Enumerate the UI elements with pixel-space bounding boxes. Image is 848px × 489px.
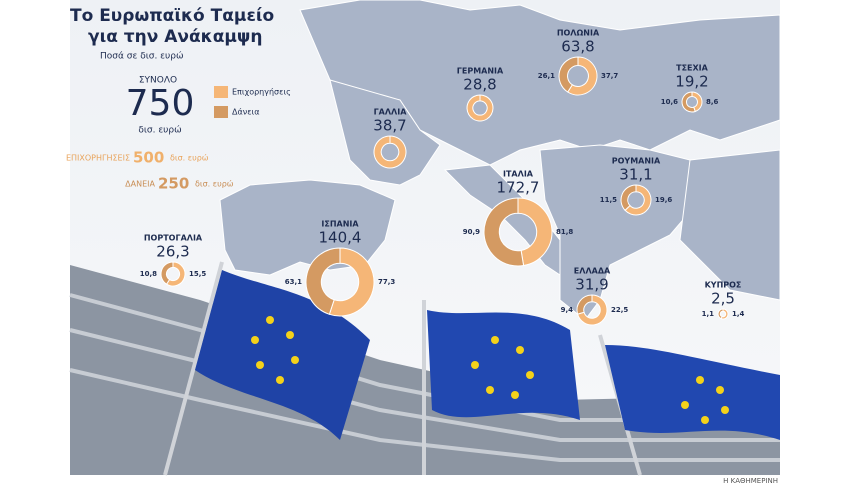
country-name: ΚΥΠΡΟΣ xyxy=(705,281,742,290)
country-name: ΠΟΛΩΝΙΑ xyxy=(557,29,600,38)
title-line-2: για την Ανάκαμψη xyxy=(88,27,263,47)
loans-unit: δισ. ευρώ xyxy=(195,179,234,189)
donut-segment xyxy=(576,294,593,315)
country-total: 19,2 xyxy=(675,73,708,91)
country-name: ΓΑΛΛΙΑ xyxy=(374,108,408,117)
segment-label: 90,9 xyxy=(463,228,480,236)
country-total: 172,7 xyxy=(497,179,540,197)
segment-label: 63,1 xyxy=(285,278,302,286)
segment-label: 81,8 xyxy=(556,228,573,236)
legend-swatch xyxy=(214,106,228,118)
country-total: 31,1 xyxy=(619,166,652,184)
total-unit: δισ. ευρώ xyxy=(138,125,181,136)
donut-segment xyxy=(466,94,494,122)
loans-label: ΔΑΝΕΙΑ xyxy=(125,180,155,189)
country-total: 38,7 xyxy=(373,117,406,135)
donut-segment xyxy=(558,56,579,93)
segment-label: 10,6 xyxy=(661,98,678,106)
country-name: ΠΟΡΤΟΓΑΛΙΑ xyxy=(144,234,203,243)
segment-label: 1,1 xyxy=(702,310,715,318)
subtitle: Ποσά σε δισ. ευρώ xyxy=(100,51,184,62)
total-value: 750 xyxy=(126,83,195,124)
country-total: 26,3 xyxy=(156,243,189,261)
donut-segment xyxy=(576,294,608,326)
balkans xyxy=(539,144,701,321)
country-name: ΙΤΑΛΙΑ xyxy=(503,170,534,179)
segment-label: 22,5 xyxy=(611,306,628,314)
grants-unit: δισ. ευρώ xyxy=(170,153,209,163)
country-total: 31,9 xyxy=(575,276,608,294)
country-total: 28,8 xyxy=(463,76,496,94)
donut-segment xyxy=(373,135,407,169)
country-name: ΓΕΡΜΑΝΙΑ xyxy=(457,67,504,76)
country-name: ΡΟΥΜΑΝΙΑ xyxy=(612,157,661,166)
donut-segment xyxy=(305,247,341,315)
grants-label: ΕΠΙΧΟΡΗΓΗΣΕΙΣ xyxy=(66,154,130,163)
legend-label: Επιχορηγήσεις xyxy=(232,88,291,97)
loans-value: 250 xyxy=(158,175,189,193)
country-name: ΤΣΕΧΙΑ xyxy=(676,64,709,73)
credit: Η ΚΑΘΗΜΕΡΙΝΗ xyxy=(723,477,778,485)
legend-label: Δάνεια xyxy=(232,108,260,117)
donut-segment xyxy=(717,308,724,320)
segment-label: 11,5 xyxy=(600,196,617,204)
total-label: ΣΥΝΟΛΟ xyxy=(139,76,177,86)
segment-label: 9,4 xyxy=(561,306,574,314)
donut-segment xyxy=(681,91,696,113)
country-name: ΙΣΠΑΝΙΑ xyxy=(321,220,359,229)
country-total: 140,4 xyxy=(319,229,362,247)
title: Το Ευρωπαϊκό Ταμείο xyxy=(70,6,274,26)
segment-label: 37,7 xyxy=(601,72,618,80)
segment-label: 77,3 xyxy=(378,278,395,286)
donut-segment xyxy=(517,197,553,267)
donut-segment xyxy=(328,247,375,317)
donuts: ΠΟΛΩΝΙΑ63,837,726,1ΓΕΡΜΑΝΙΑ28,8ΤΣΕΧΙΑ19,… xyxy=(140,29,745,326)
donut-segment xyxy=(624,184,652,216)
country-total: 2,5 xyxy=(711,290,735,308)
segment-label: 1,4 xyxy=(732,310,745,318)
donut-segment xyxy=(483,197,525,267)
donut-segment xyxy=(160,261,174,285)
east xyxy=(679,149,781,301)
segment-label: 10,8 xyxy=(140,270,157,278)
legend: Επιχορηγήσεις Δάνεια xyxy=(214,86,291,118)
segment-label: 19,6 xyxy=(655,196,672,204)
legend-swatch xyxy=(214,86,228,98)
grants-value: 500 xyxy=(133,149,164,167)
donut-segment xyxy=(620,184,637,211)
segment-label: 8,6 xyxy=(706,98,719,106)
donut-segment xyxy=(567,56,598,96)
france xyxy=(329,79,441,186)
segment-label: 15,5 xyxy=(189,270,206,278)
segment-label: 26,1 xyxy=(538,72,555,80)
country-total: 63,8 xyxy=(561,38,594,56)
country-name: ΕΛΛΑΔΑ xyxy=(574,267,611,276)
iberia xyxy=(219,179,396,276)
